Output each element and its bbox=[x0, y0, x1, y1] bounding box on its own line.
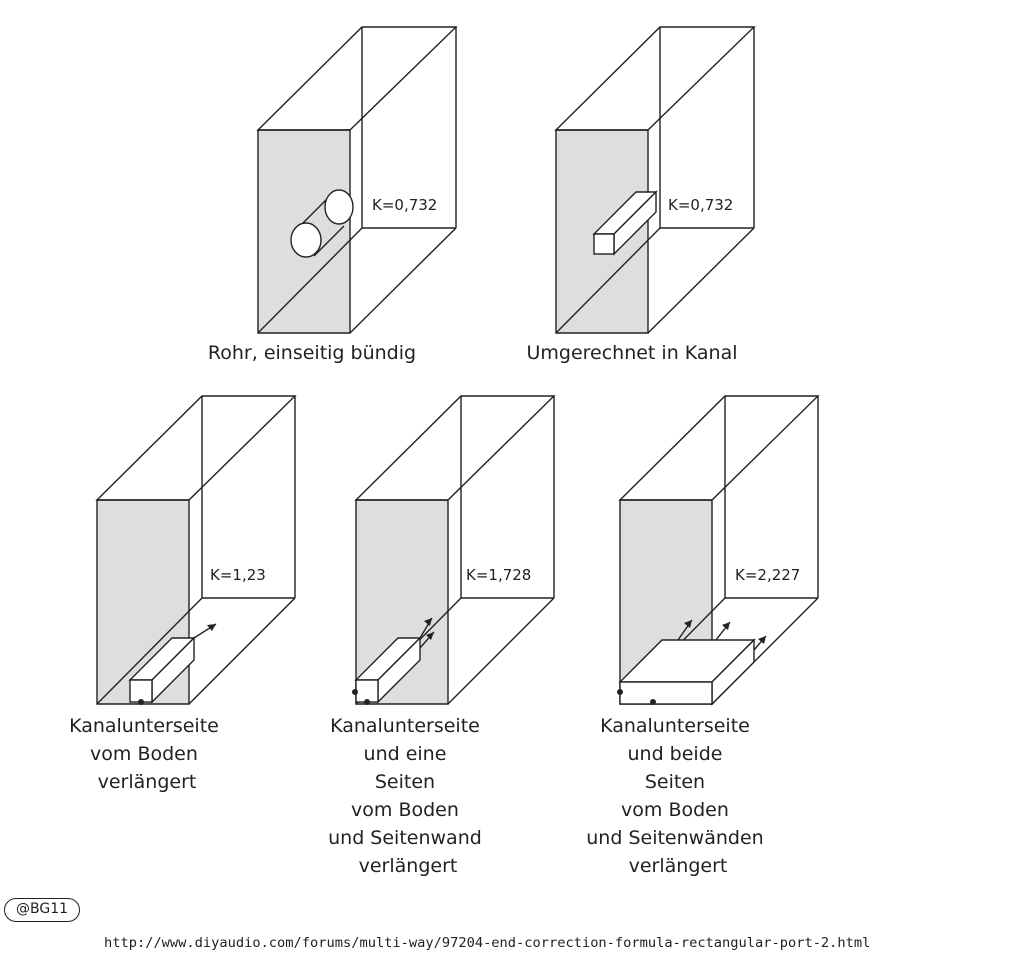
bg11-badge: @BG11 bbox=[4, 898, 80, 922]
k-label-2: K=0,732 bbox=[668, 196, 733, 214]
channel-port bbox=[128, 623, 217, 705]
figure-box-2: K=0,732 bbox=[554, 26, 756, 334]
caption-figure-5: Kanalunterseite und beide Seiten vom Bod… bbox=[586, 715, 769, 877]
k-label-1: K=0,732 bbox=[372, 196, 437, 214]
k-label-3: K=1,23 bbox=[210, 566, 266, 584]
round-port bbox=[290, 189, 354, 258]
figure-box-3: K=1,23 bbox=[95, 395, 297, 705]
caption-line: und Seitenwänden bbox=[586, 827, 763, 849]
caption-line: Kanalunterseite bbox=[600, 715, 750, 737]
caption-line: Seiten bbox=[375, 771, 435, 793]
caption-line: vom Boden bbox=[351, 799, 459, 821]
caption-line: vom Boden bbox=[621, 799, 729, 821]
caption-line: und eine bbox=[364, 743, 447, 765]
caption-figure-4: Kanalunterseite und eine Seiten vom Bode… bbox=[328, 715, 488, 877]
k-label-4: K=1,728 bbox=[466, 566, 531, 584]
caption-line: verlängert bbox=[359, 855, 458, 877]
figure-box-4: K=1,728 bbox=[352, 395, 556, 705]
caption-line: Umgerechnet in Kanal bbox=[526, 342, 737, 364]
caption-line: verlängert bbox=[98, 771, 197, 793]
caption-line: vom Boden bbox=[90, 743, 198, 765]
k-label-5: K=2,227 bbox=[735, 566, 800, 584]
caption-line: Kanalunterseite bbox=[330, 715, 480, 737]
source-url: http://www.diyaudio.com/forums/multi-way… bbox=[104, 935, 871, 951]
caption-line: Rohr, einseitig bündig bbox=[208, 342, 416, 364]
wide-channel-port bbox=[617, 619, 767, 706]
caption-line: Kanalunterseite bbox=[69, 715, 219, 737]
caption-figure-3: Kanalunterseite vom Boden verlängert bbox=[69, 715, 225, 793]
figure-box-5: K=2,227 bbox=[617, 395, 820, 706]
channel-port bbox=[352, 617, 435, 705]
figure-box-1: K=0,732 bbox=[256, 26, 458, 334]
caption-figure-2: Umgerechnet in Kanal bbox=[526, 342, 737, 364]
rectangular-port bbox=[592, 190, 658, 256]
caption-line: und beide bbox=[627, 743, 722, 765]
caption-line: und Seitenwand bbox=[328, 827, 482, 849]
caption-line: verlängert bbox=[629, 855, 728, 877]
caption-figure-1: Rohr, einseitig bündig bbox=[208, 342, 416, 364]
caption-line: Seiten bbox=[645, 771, 705, 793]
